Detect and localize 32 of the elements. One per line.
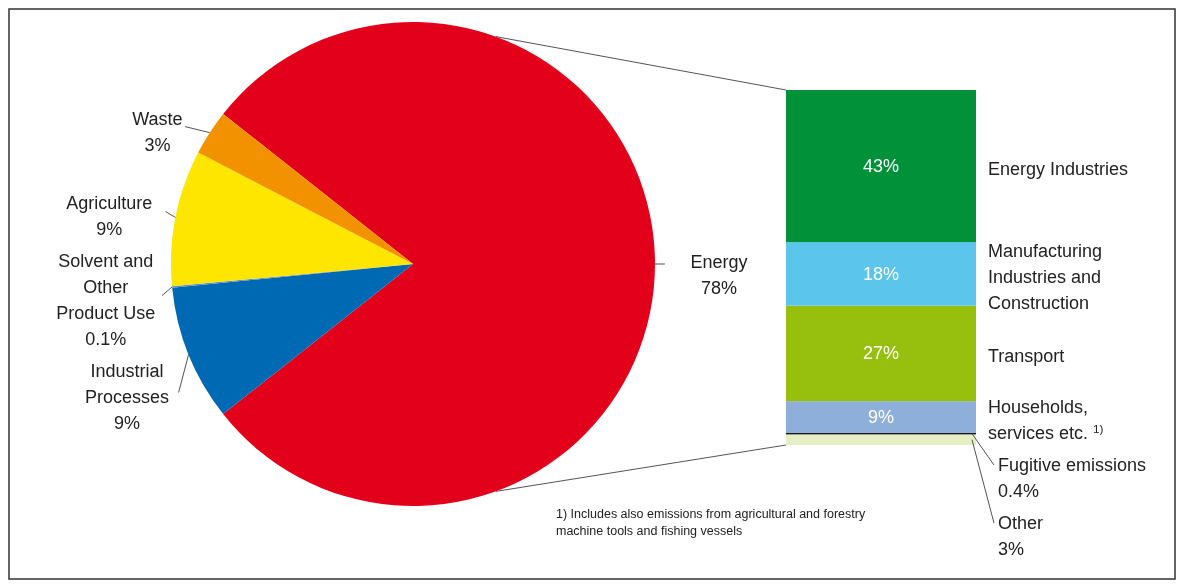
data-label: 0.4%	[998, 481, 1040, 502]
bar	[786, 401, 976, 433]
data-label: 3%	[144, 134, 171, 155]
data-label: 43%	[862, 156, 900, 177]
data-label: 78%	[700, 278, 738, 298]
slice-label: Agriculture	[66, 193, 153, 214]
data-label: 3%	[998, 539, 1025, 560]
data-label: 9%	[114, 413, 141, 434]
bar	[786, 434, 976, 445]
bar	[786, 90, 976, 243]
pie-slice	[172, 264, 413, 415]
slice-label: Industrial Processes	[85, 361, 170, 408]
series-label: Fugitive emissions	[998, 455, 1147, 476]
slice-label: Energy	[690, 252, 748, 272]
data-label: 0.1%	[85, 329, 127, 350]
data-label: 9%	[96, 219, 123, 240]
slice-label: Solvent and Other Product Use	[56, 251, 156, 324]
data-label: 27%	[862, 343, 900, 364]
series-label: Energy Industries	[988, 159, 1129, 180]
text: 1) Includes also emissions from agricultural and forestry machine tools and fishing vessels	[556, 507, 866, 538]
text: Other	[998, 513, 1044, 534]
series-label: Transport	[988, 346, 1065, 367]
series-label: Households, services etc. $^{1)}$	[988, 397, 1104, 444]
pie-slice	[223, 22, 655, 506]
pie-slice	[171, 152, 413, 287]
series-label: Manufacturing Industries and Construction	[988, 240, 1103, 313]
pie-slice	[198, 113, 413, 264]
slice-label: Waste	[132, 108, 183, 129]
bar	[786, 305, 976, 402]
data-label: 9%	[867, 407, 895, 428]
bar	[786, 242, 976, 306]
data-label: 18%	[862, 263, 900, 284]
